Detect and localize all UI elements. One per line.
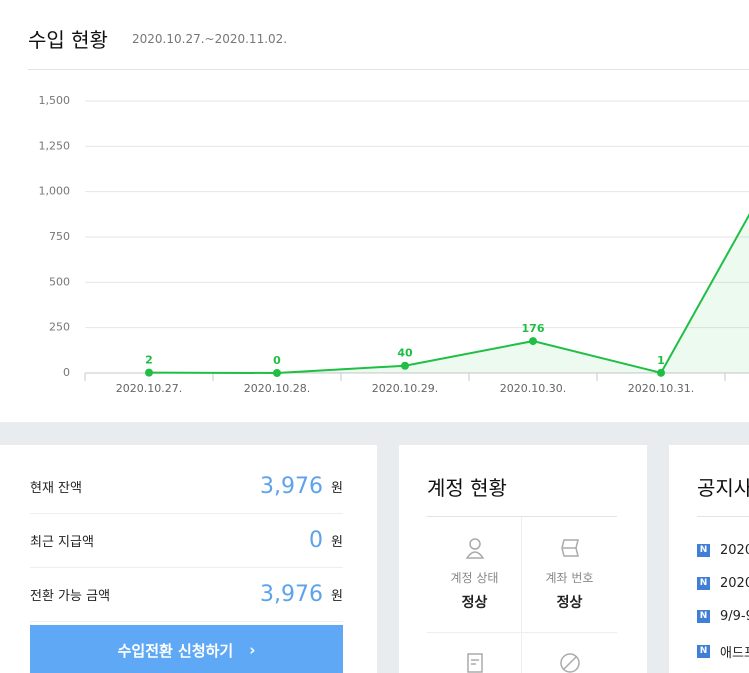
user-icon: [465, 538, 484, 559]
x-tick-label: 2020.10.27.: [116, 382, 182, 395]
y-tick-label: 1,500: [39, 94, 71, 107]
notice-card: 공지사항 N 2020 N 2020 N 9/9-9 N 애드포: [669, 445, 749, 673]
value-label: 1: [657, 354, 665, 367]
y-tick-label: 250: [49, 321, 70, 334]
doc-icon: [467, 653, 483, 673]
divider: [697, 516, 749, 517]
divider: [427, 516, 617, 517]
notice-text: 애드포: [720, 646, 749, 661]
cell-label: 계정 상태: [450, 571, 499, 585]
row-unit: 원: [331, 588, 343, 604]
y-tick-label: 750: [49, 230, 70, 243]
account-card: 계정 현황 계정 상태 정상 계좌 번호 정상: [399, 445, 647, 673]
point: [529, 337, 537, 346]
row-label: 현재 잔액: [30, 480, 82, 496]
point: [145, 368, 153, 377]
value-label: 0: [273, 354, 281, 367]
balance-card: 현재 잔액 3,976 원 최근 지급액 0 원 전환 가능 금액 3,976 원 수입전환 신…: [0, 445, 377, 673]
divider: [28, 69, 749, 70]
row-amount: 3,976: [260, 473, 324, 499]
notice-text: 2020: [720, 543, 749, 558]
row-amount: 0: [309, 527, 324, 553]
new-badge: N: [697, 645, 710, 658]
x-tick-label: 2020.10.29.: [372, 382, 438, 395]
period: 2020.10.27.~2020.11.02.: [132, 32, 288, 46]
divider: [521, 517, 522, 673]
notice-title: 공지사항: [697, 476, 749, 500]
y-tick-label: 1,000: [39, 185, 71, 198]
point: [657, 368, 665, 377]
value-label: 2: [145, 354, 153, 367]
balance-row: 현재 잔액 3,976 원: [30, 459, 343, 514]
chevron: ›: [249, 641, 256, 659]
notice-item: N 2020: [697, 576, 749, 591]
new-badge: N: [697, 544, 710, 557]
notice-text: 9/9-9: [720, 609, 749, 624]
income-card: 수입 현황 2020.10.27.~2020.11.02. 0 250 500 750…: [0, 0, 749, 422]
status-cell: 계정 상태 정상: [427, 537, 522, 612]
cell-label: 계좌 번호: [545, 571, 594, 585]
point: [273, 369, 281, 377]
y-tick-label: 0: [63, 366, 70, 379]
account-title: 계정 현황: [427, 476, 507, 500]
new-badge: N: [697, 577, 710, 590]
x-tick-label: 2020.10.28.: [244, 382, 310, 395]
row-unit: 원: [331, 480, 343, 496]
y-tick-label: 1,250: [39, 139, 71, 152]
divider: [427, 632, 617, 633]
line: [148, 213, 749, 375]
x-tick-label: 2020.10.30.: [500, 382, 566, 395]
value-label: 176: [522, 322, 545, 335]
y-tick-label: 500: [49, 275, 70, 288]
notice-item: N 애드포: [697, 642, 749, 661]
balance-row: 전환 가능 금액 3,976 원: [30, 567, 343, 622]
row-unit: 원: [331, 534, 343, 550]
bank-cell: 계좌 번호 정상: [522, 537, 617, 612]
button-label: 수입전환 신청하기: [117, 641, 234, 660]
notice-item: N 9/9-9: [697, 609, 749, 624]
new-badge: N: [697, 610, 710, 623]
row-amount: 3,976: [260, 581, 324, 607]
area: [149, 215, 749, 373]
point: [401, 361, 409, 370]
card-icon: [560, 539, 579, 557]
cell-status: 정상: [556, 595, 583, 611]
ban-icon: [560, 653, 580, 673]
balance-row: 최근 지급액 0 원: [30, 513, 343, 568]
value-label: 40: [397, 347, 413, 360]
row-label: 최근 지급액: [30, 534, 94, 550]
notice-item: N 2020: [697, 543, 749, 558]
cell-status: 정상: [461, 595, 488, 611]
title: 수입 현황: [28, 28, 108, 52]
row-label: 전환 가능 금액: [30, 588, 111, 604]
x-tick-label: 2020.10.31.: [628, 382, 694, 395]
convert-button[interactable]: 수입전환 신청하기 ›: [30, 625, 343, 673]
notice-text: 2020: [720, 576, 749, 591]
